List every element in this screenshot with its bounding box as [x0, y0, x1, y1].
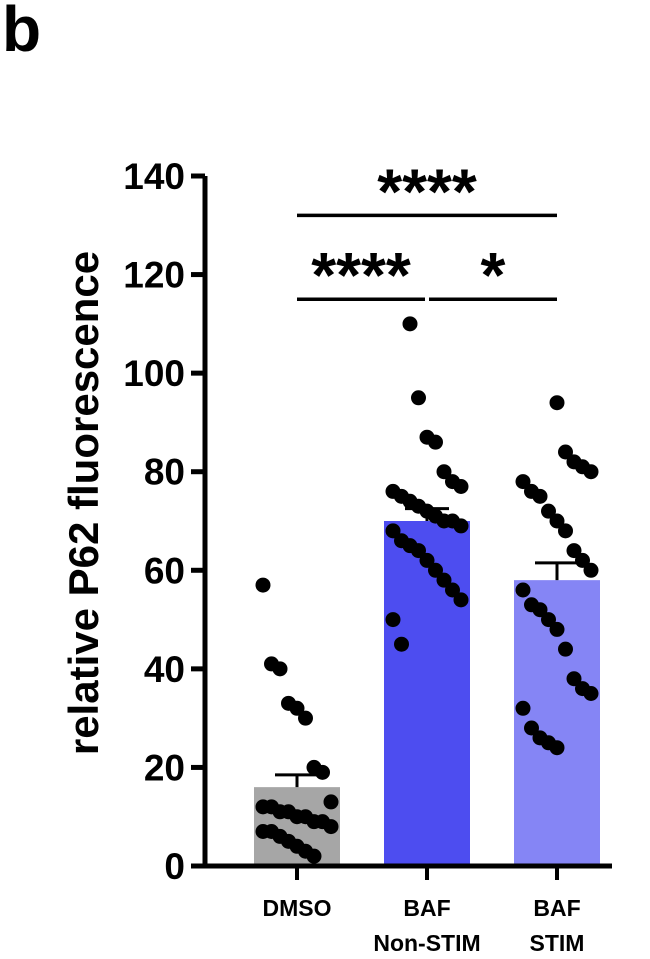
data-point [411, 543, 426, 559]
y-tick-label: 120 [123, 255, 185, 296]
data-point [428, 434, 443, 450]
data-point [323, 819, 339, 835]
data-point [445, 582, 460, 598]
data-point [549, 513, 565, 529]
data-point [558, 444, 573, 460]
data-point [558, 641, 573, 657]
data-point [575, 552, 590, 568]
data-point [453, 518, 469, 534]
category-label: BAF [403, 895, 450, 921]
data-point [394, 636, 409, 652]
data-point [385, 523, 401, 539]
category-label: BAF [533, 895, 580, 921]
data-point [315, 764, 330, 780]
data-point [428, 562, 443, 578]
data-point [549, 395, 565, 411]
data-point [532, 602, 548, 618]
data-point [524, 720, 539, 736]
y-axis: 0 20 40 60 80 100 120 140 [123, 156, 612, 887]
error-bar-0 [275, 773, 319, 788]
data-point [306, 848, 322, 864]
data-point [549, 621, 565, 637]
data-point [541, 612, 556, 628]
data-point [541, 503, 556, 519]
y-tick-label: 80 [144, 452, 185, 493]
x-axis-categories: DMSO BAF Non-STIM BAF STIM [263, 866, 585, 956]
error-bar-2 [535, 561, 579, 581]
significance-label: * [481, 239, 506, 311]
data-point [566, 543, 582, 559]
data-point [298, 710, 313, 726]
data-point [583, 464, 599, 480]
y-axis-label: relative P62 fluorescence [60, 251, 107, 755]
bar-1 [384, 521, 470, 866]
data-point [411, 390, 426, 406]
y-tick-label: 40 [144, 649, 185, 690]
panel-letter: b [2, 0, 42, 65]
y-tick-label: 140 [123, 156, 185, 197]
data-point [436, 464, 452, 480]
data-points-layer [255, 316, 599, 864]
data-point [289, 700, 305, 716]
data-point [566, 671, 582, 687]
data-point [453, 479, 469, 494]
data-point [255, 577, 271, 593]
data-point [549, 740, 565, 756]
data-point [532, 488, 548, 504]
significance-layer: ******** * [297, 155, 557, 311]
category-label: DMSO [263, 895, 332, 921]
category-label: STIM [530, 930, 585, 956]
y-tick-label: 60 [144, 550, 185, 591]
data-point [436, 572, 452, 588]
data-point [583, 562, 599, 578]
significance-label: **** [377, 155, 477, 227]
data-point [385, 612, 401, 628]
y-tick-label: 20 [144, 747, 185, 788]
data-point [558, 523, 573, 539]
data-point [402, 316, 418, 332]
category-label: Non-STIM [373, 930, 480, 956]
y-tick-label: 100 [123, 353, 185, 394]
data-point [323, 794, 339, 810]
data-point [272, 661, 288, 677]
data-point [453, 592, 469, 608]
data-point [515, 582, 531, 598]
data-point [515, 474, 531, 490]
significance-label: **** [311, 239, 411, 311]
data-point [515, 700, 531, 716]
y-tick-label: 0 [164, 846, 185, 887]
data-point [583, 686, 599, 701]
data-point [419, 552, 435, 568]
